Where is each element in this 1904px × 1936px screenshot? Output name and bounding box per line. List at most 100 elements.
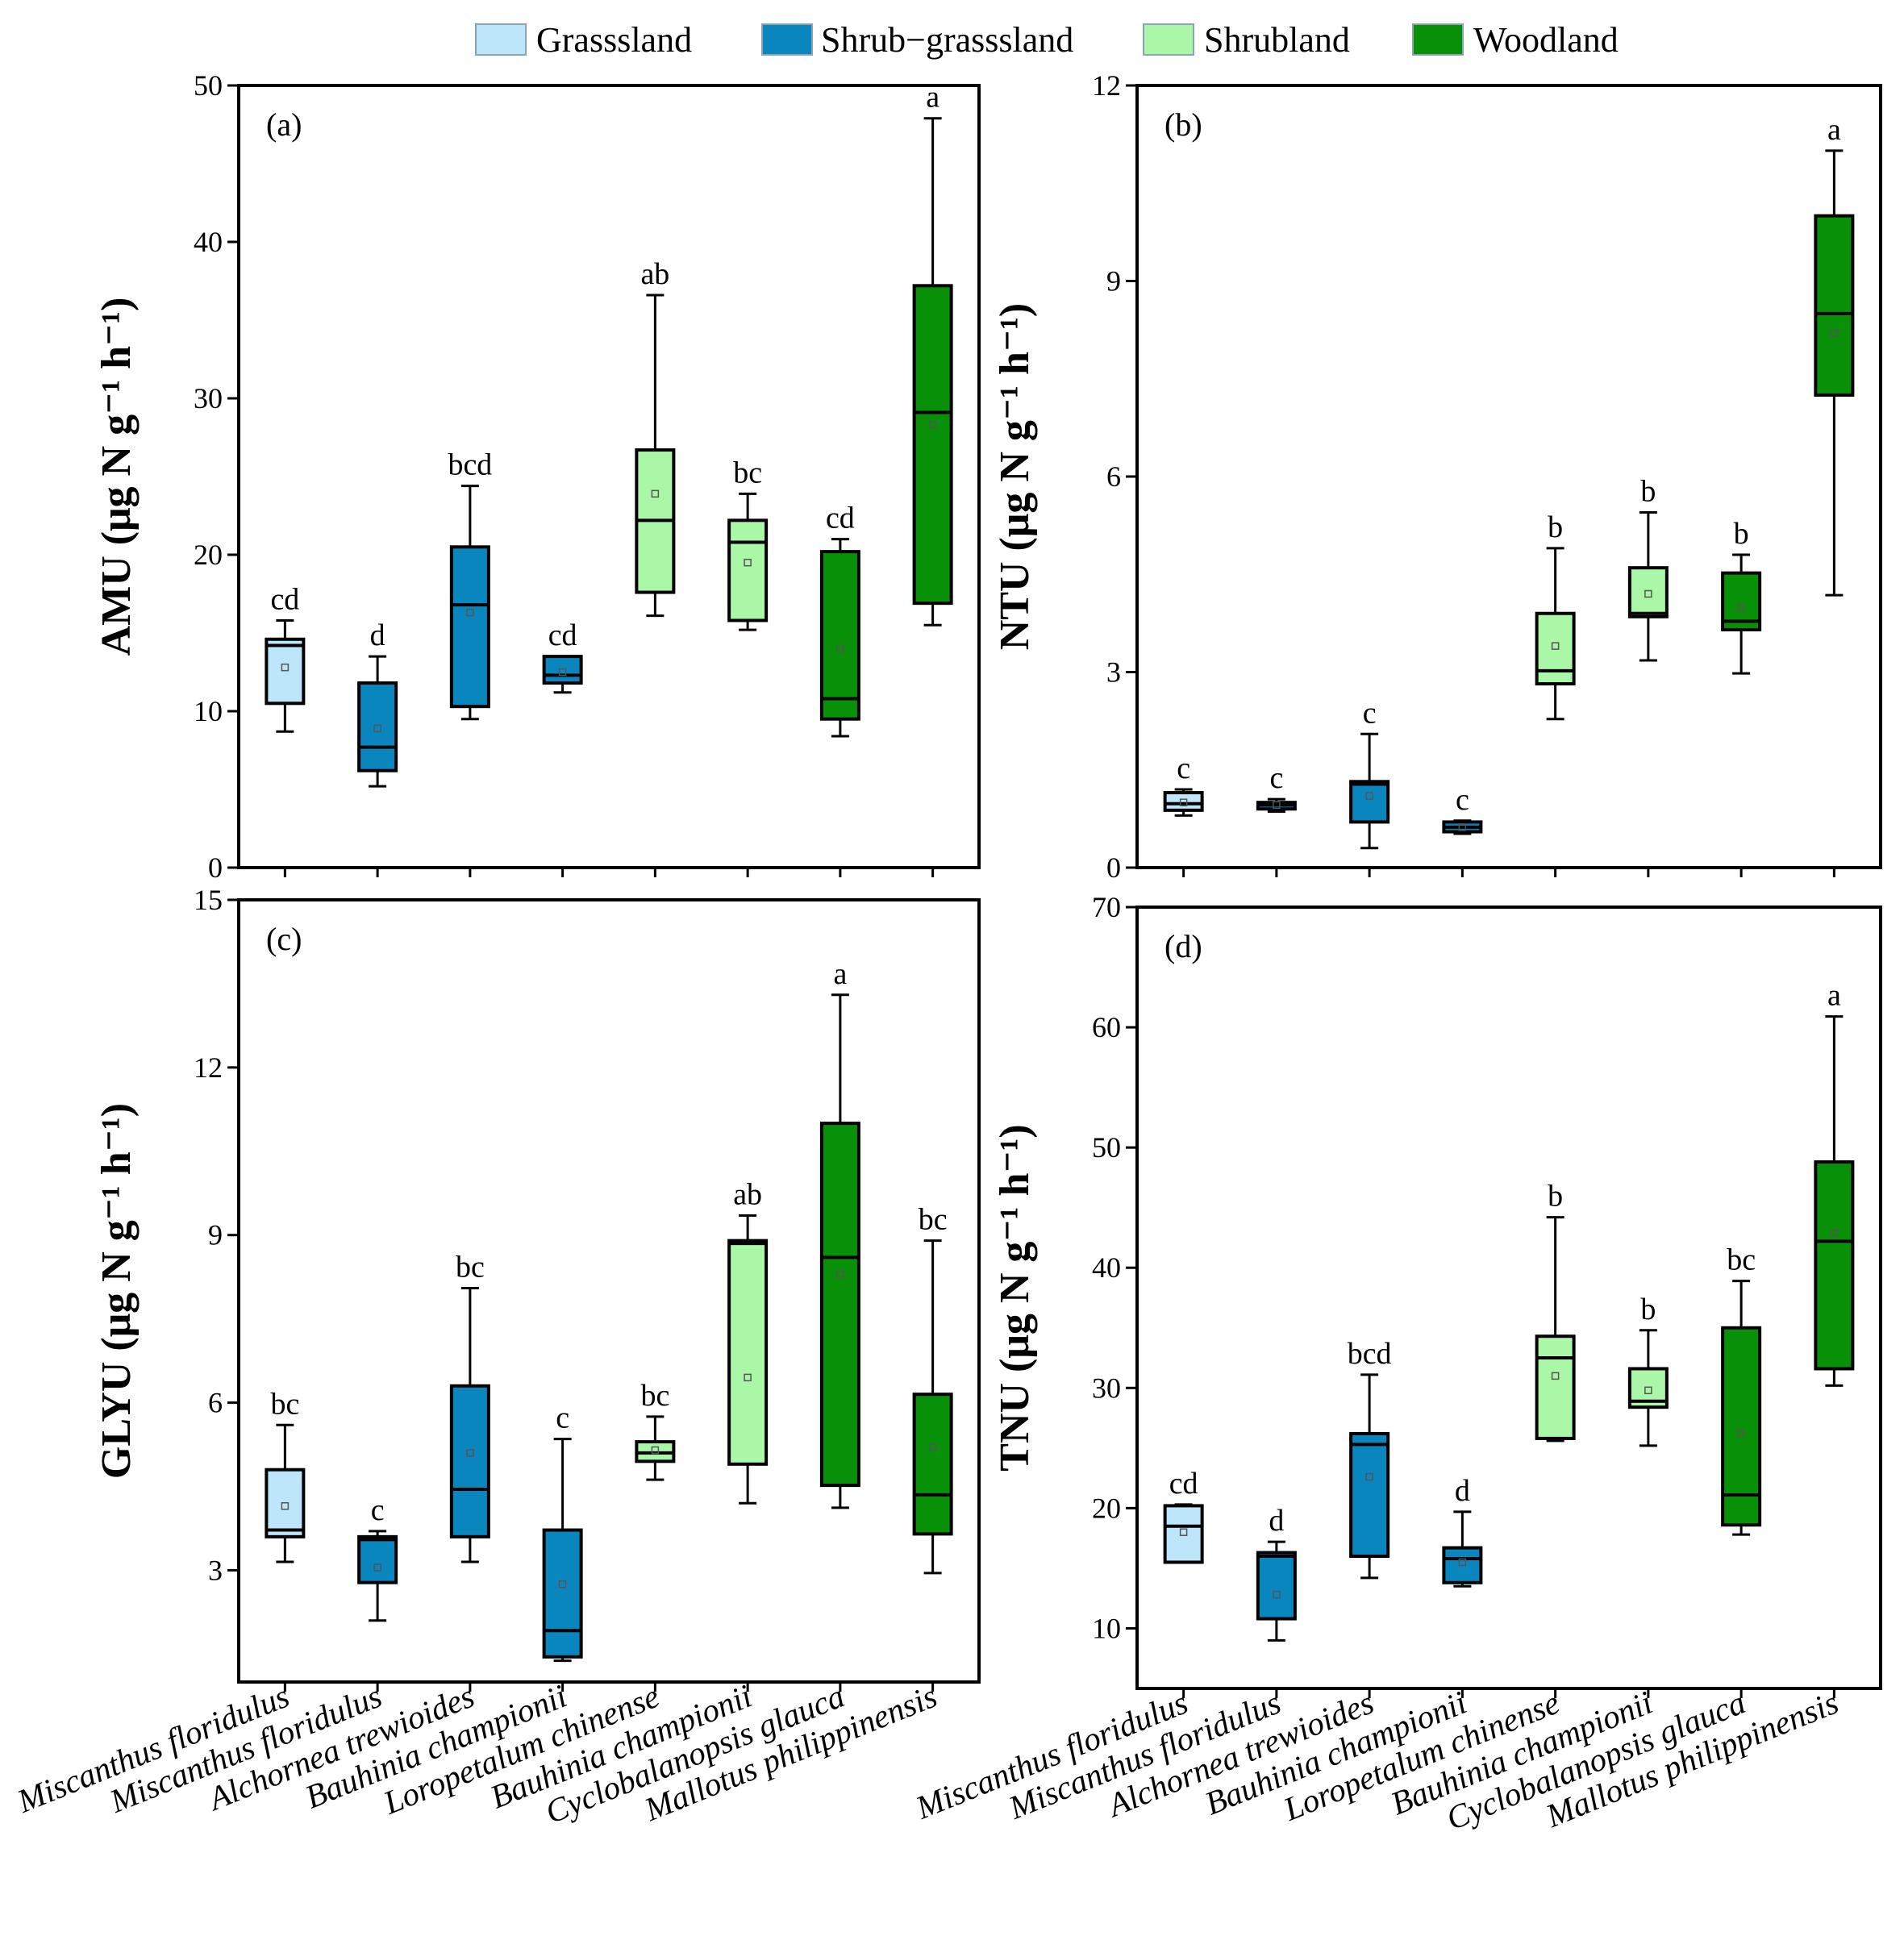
box: bc [265,1387,306,1563]
y-tick-label: 50 [194,69,223,102]
legend-label: Woodland [1473,20,1619,60]
significance-letter: a [833,957,847,991]
plot-frame [1135,906,1882,1690]
mean-marker [1458,823,1467,831]
panel-ntu: 0 3 6 9 12 NTU (μg N g⁻¹ h⁻¹) (b) c c c c b b b a [992,69,1882,884]
mean-marker [281,663,290,672]
box-body [1627,566,1669,618]
y-tick-label: 20 [194,539,223,571]
box: b [1535,1180,1576,1443]
significance-letter: a [1827,113,1841,147]
y-tick-label: 30 [1092,1372,1121,1404]
mean-marker [651,1446,660,1455]
y-axis-title: NTU (μg N g⁻¹ h⁻¹) [992,303,1038,650]
box-body [265,1468,306,1538]
significance-letter: bc [640,1379,669,1413]
y-axis-name: NTU [992,561,1038,650]
significance-letter: c [1456,783,1469,817]
box: bc [449,1251,490,1563]
significance-letter: ab [733,1177,762,1211]
box-body [1535,611,1576,686]
panel-amu: 0 10 20 30 40 50 AMU (μg N g⁻¹ h⁻¹) (a) cd d bcd cd… [94,69,981,884]
mean-marker [466,1449,474,1457]
box-body [1349,780,1390,824]
box: a [819,957,860,1509]
box: cd [542,618,583,694]
box-body [1256,1551,1297,1621]
panel-label: (a) [266,106,302,143]
box: bc [1721,1243,1762,1536]
significance-letter: bc [1727,1243,1756,1277]
y-axis-unit: (μg N g⁻¹ h⁻¹) [94,298,140,546]
box: ab [635,257,676,618]
box: bc [912,1203,953,1575]
box-body [1163,791,1204,812]
y-axis-name: TNU [992,1383,1038,1472]
box-body [449,545,490,709]
box: c [542,1401,583,1663]
box-body [727,518,769,622]
box-body [1349,1431,1390,1559]
box: b [1535,510,1576,721]
mean-marker [558,1580,567,1588]
box-body [1163,1504,1204,1564]
significance-letter: bc [456,1251,485,1284]
box: c [357,1493,398,1622]
box-body [912,1393,953,1536]
box: a [1814,113,1855,597]
box: b [1627,474,1669,662]
mean-marker [373,724,381,733]
significance-letter: a [926,81,940,114]
y-axis-name: AMU [94,556,140,656]
mean-marker [281,1502,290,1510]
box-body [542,655,583,685]
y-tick-label: 0 [1106,851,1121,884]
mean-marker [1273,1590,1281,1599]
box: cd [819,502,860,738]
box-body [819,1122,860,1488]
mean-marker [1551,642,1560,650]
mean-marker [928,1443,937,1451]
legend-swatch [1143,23,1194,56]
mean-marker [1737,602,1745,611]
y-axis-name: GLYU [94,1362,140,1479]
panel-label: (c) [266,921,302,957]
mean-marker [1737,1428,1745,1437]
box: d [1256,1504,1297,1642]
mean-marker [1551,1372,1560,1380]
significance-letter: cd [270,582,299,616]
mean-marker [373,1563,381,1572]
box-body [542,1528,583,1659]
y-tick-label: 6 [1106,460,1121,493]
box-body [1442,1546,1483,1584]
box-body [357,681,398,772]
panel-glyu: 3 6 9 12 15 GLYU (μg N g⁻¹ h⁻¹) (c) bc c bc c bc ab a… [94,884,981,1692]
box-body [357,1534,398,1584]
significance-letter: cd [548,618,577,652]
box: bc [635,1379,676,1481]
y-tick-label: 20 [1092,1492,1121,1524]
legend-label: Shrubland [1204,20,1350,60]
y-tick-label: 10 [194,695,223,727]
legend: Grasssland Shrub−grasssland Shrubland Woodl… [475,20,1619,60]
legend-label: Grasssland [536,20,692,60]
box-body [912,284,953,606]
box: b [1721,517,1762,675]
y-tick-label: 12 [194,1051,223,1084]
mean-marker [1273,801,1281,810]
y-axis-unit: (μg N g⁻¹ h⁻¹) [94,1103,140,1351]
significance-letter: d [1455,1474,1470,1508]
significance-letter: c [1363,696,1377,730]
panel-label: (d) [1164,928,1202,964]
y-tick-label: 60 [1092,1011,1121,1043]
significance-letter: bc [733,456,762,489]
mean-marker [558,668,567,677]
y-tick-label: 10 [1092,1612,1121,1644]
plot-frame [237,84,981,869]
y-tick-label: 0 [208,851,223,884]
box: ab [727,1177,769,1505]
mean-marker [744,1373,752,1382]
mean-marker [1830,1229,1839,1237]
y-tick-label: 15 [194,884,223,916]
